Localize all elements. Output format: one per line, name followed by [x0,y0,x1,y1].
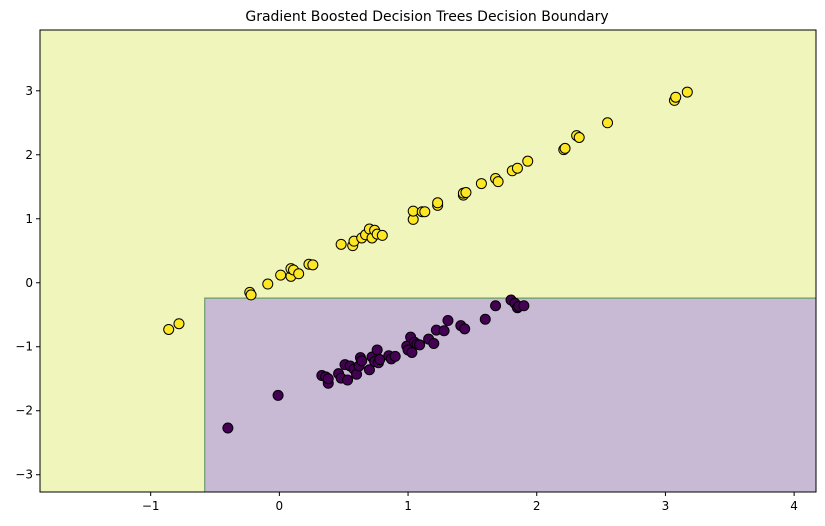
data-point-class-0 [428,338,440,350]
data-point-class-1 [407,205,419,217]
data-point-class-0 [222,422,234,434]
y-tick-label: 2 [25,148,33,162]
data-point-class-1 [492,176,504,188]
chart-title: Gradient Boosted Decision Trees Decision… [245,9,608,25]
data-point-class-1 [293,268,305,280]
data-point-class-1 [262,278,274,290]
data-point-class-0 [272,389,284,401]
x-tick-label: 4 [790,499,798,513]
data-point-class-0 [414,339,426,351]
y-tick-label: −1 [15,340,33,354]
y-tick-label: 1 [25,212,33,226]
x-tick-label: 0 [276,499,284,513]
data-point-class-0 [479,313,491,325]
x-tick-label: 2 [533,499,541,513]
data-point-class-1 [307,259,319,271]
y-tick-label: 3 [25,84,33,98]
data-point-class-1 [173,318,185,330]
data-point-class-1 [573,132,585,144]
data-point-class-0 [363,364,375,376]
data-point-class-1 [376,229,388,241]
data-point-class-0 [371,344,383,356]
data-point-class-1 [460,187,472,199]
data-point-class-1 [670,91,682,103]
axis-ticks: −1 0 1 2 3 4 −3 −2 −1 0 1 2 3 [15,84,798,513]
data-point-class-0 [389,350,401,362]
plot-frame [39,29,817,493]
data-point-class-1 [432,197,444,209]
data-point-class-0 [459,323,471,335]
data-point-class-1 [475,178,487,190]
data-point-class-0 [322,373,334,385]
decision-boundary-line [204,297,816,492]
data-point-class-0 [406,347,418,359]
data-point-class-0 [490,300,502,312]
decision-region-class-0 [204,298,817,492]
data-point-class-1 [681,86,693,98]
data-point-class-1 [602,117,614,129]
data-point-class-1 [245,289,257,301]
x-tick-label: 1 [404,499,412,513]
y-tick-label: 0 [25,276,33,290]
data-point-class-1 [419,206,431,218]
points-layer [163,86,693,434]
data-point-class-0 [442,315,454,327]
data-point-class-0 [356,355,368,367]
data-point-class-1 [163,323,175,335]
data-point-class-1 [275,269,287,281]
data-point-class-1 [335,238,347,250]
y-tick-label: −3 [15,468,33,482]
data-point-class-0 [374,354,386,366]
data-point-class-0 [518,300,530,312]
data-point-class-1 [559,142,571,154]
x-tick-label: −1 [142,499,160,513]
data-point-class-0 [342,374,354,386]
x-tick-label: 3 [662,499,670,513]
plot-area [40,30,817,492]
y-tick-label: −2 [15,404,33,418]
data-point-class-0 [438,325,450,337]
data-point-class-1 [511,162,523,174]
data-point-class-1 [522,155,534,167]
